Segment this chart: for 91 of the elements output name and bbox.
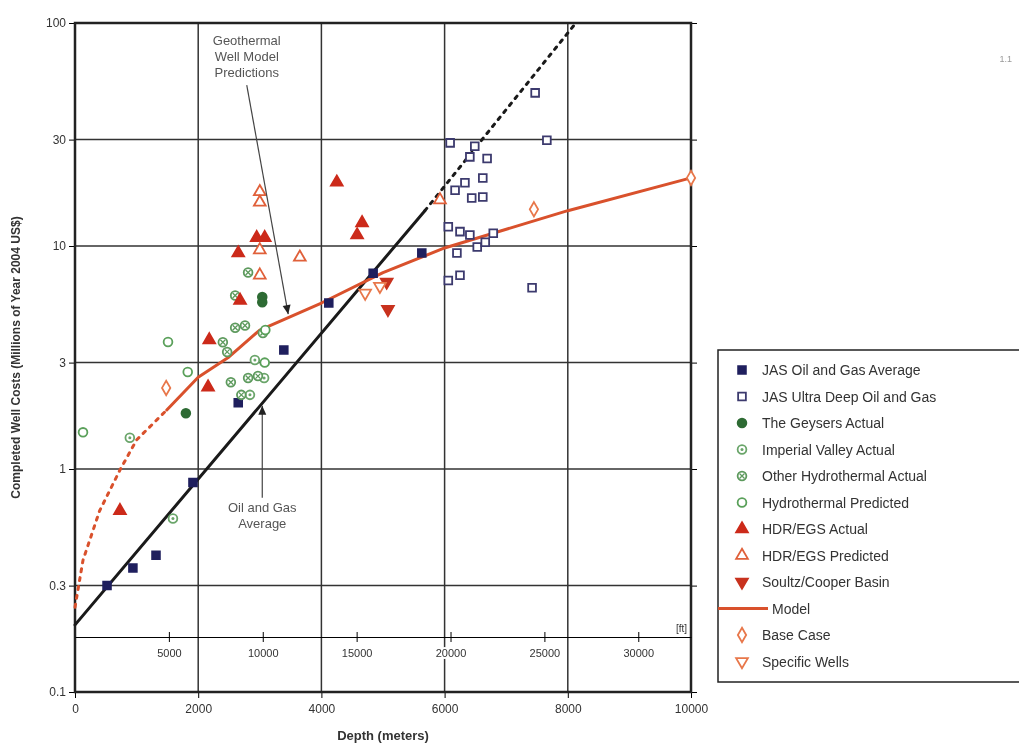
point xyxy=(244,389,256,401)
y-tick-label: 10 xyxy=(52,239,67,254)
y-axis-title: Completed Well Costs (Millions of Year 2004 US$) xyxy=(9,216,23,499)
legend-label: Hydrothermal Predicted xyxy=(762,494,910,511)
point xyxy=(324,298,334,308)
point xyxy=(151,550,161,561)
point xyxy=(249,354,261,366)
x2-tick-label: 10000 xyxy=(247,647,279,660)
point xyxy=(478,173,488,183)
point xyxy=(465,230,475,240)
legend-label: HDR/EGS Actual xyxy=(762,521,868,537)
point xyxy=(253,242,267,255)
point xyxy=(231,245,246,258)
point xyxy=(162,336,174,348)
x-tick-label: 8000 xyxy=(554,702,582,716)
point xyxy=(167,513,179,524)
point xyxy=(253,267,267,280)
x2-tick-label: 30000 xyxy=(623,647,655,660)
point xyxy=(188,477,198,488)
point xyxy=(455,270,465,280)
point xyxy=(259,357,270,368)
x2-tick-label: 15000 xyxy=(341,647,373,660)
x-tick-label: 10000 xyxy=(674,702,709,716)
point xyxy=(253,184,267,197)
point xyxy=(293,249,307,262)
y-tick-label: 1 xyxy=(59,462,67,477)
y-tick-label: 30 xyxy=(52,132,67,147)
point xyxy=(460,178,470,188)
point xyxy=(466,193,477,203)
point xyxy=(233,398,244,408)
point xyxy=(450,185,460,195)
point xyxy=(472,242,483,252)
point xyxy=(480,237,491,247)
y-tick-label: 0.3 xyxy=(49,578,67,593)
legend-label: Soultz/Cooper Basin xyxy=(762,574,890,590)
point xyxy=(465,152,475,162)
point xyxy=(488,228,499,239)
x-axis-title: Depth (meters) xyxy=(337,728,429,743)
x-tick-label: 0 xyxy=(72,702,80,716)
x-tick-label: 6000 xyxy=(431,702,459,716)
legend-label: Specific Wells xyxy=(762,653,849,670)
point xyxy=(445,138,455,148)
legend-label: JAS Oil and Gas Average xyxy=(762,362,921,378)
y-tick-label: 0.1 xyxy=(49,685,67,700)
point xyxy=(542,135,552,146)
point xyxy=(443,275,454,286)
point xyxy=(180,407,192,419)
point xyxy=(470,141,480,152)
point xyxy=(128,563,138,573)
x2-tick-label: 5000 xyxy=(157,647,182,660)
x-tick-label: 2000 xyxy=(185,702,213,716)
legend-label: Base Case xyxy=(762,627,831,643)
legend-label: The Geysers Actual xyxy=(762,415,885,431)
annotation: Geothermal Well Model Predictions xyxy=(212,33,281,81)
point xyxy=(113,503,127,516)
point xyxy=(350,227,364,240)
point xyxy=(201,379,215,392)
legend-label: HDR/EGS Predicted xyxy=(762,547,889,564)
legend-label: Model xyxy=(772,600,811,617)
x2-axis-title: [ft] xyxy=(675,623,688,634)
point xyxy=(527,282,537,293)
point xyxy=(478,192,488,202)
point xyxy=(417,248,427,258)
point xyxy=(455,226,465,237)
point xyxy=(233,292,247,305)
legend-label: Imperial Valley Actual xyxy=(762,441,895,458)
point xyxy=(482,153,492,164)
point xyxy=(102,580,112,591)
point xyxy=(182,366,193,378)
legend-label: JAS Ultra Deep Oil and Gas xyxy=(762,388,937,405)
point xyxy=(358,288,372,301)
point xyxy=(330,174,344,187)
point xyxy=(253,194,267,207)
point xyxy=(77,427,89,438)
y-tick-label: 100 xyxy=(45,16,67,31)
point xyxy=(452,248,462,258)
point xyxy=(443,221,454,232)
point xyxy=(373,281,387,294)
point xyxy=(202,332,217,345)
y-tick-label: 3 xyxy=(59,355,67,370)
legend-label: Other Hydrothermal Actual xyxy=(762,468,927,484)
text: 1.1 xyxy=(999,54,1012,64)
point xyxy=(433,192,447,205)
x2-tick-label: 25000 xyxy=(529,647,561,660)
annotation: Oil and Gas Average xyxy=(227,499,298,531)
point xyxy=(355,215,369,228)
point xyxy=(530,88,540,98)
point xyxy=(279,345,289,355)
x-tick-label: 4000 xyxy=(308,702,336,716)
point xyxy=(124,432,136,444)
point xyxy=(368,268,378,278)
